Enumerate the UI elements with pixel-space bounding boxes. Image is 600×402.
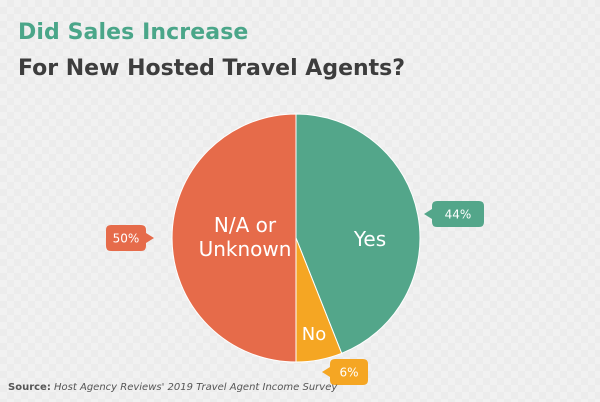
source-label: Source: <box>8 382 51 393</box>
source-text: Host Agency Reviews' 2019 Travel Agent I… <box>54 382 338 393</box>
callout-box-yes <box>424 201 484 227</box>
callout-n-a-or-unknown: 50% <box>106 225 154 251</box>
source-note: Source: Host Agency Reviews' 2019 Travel… <box>8 382 337 393</box>
value-label-no: 6% <box>339 366 358 380</box>
value-label-n-a-or-unknown: 50% <box>113 232 140 246</box>
chart-title: Did Sales Increase <box>18 20 249 45</box>
pie-slice-yes <box>295 113 421 354</box>
callout-box-no <box>322 359 368 385</box>
pie-slice-n-a-or-unknown <box>171 113 297 363</box>
slice-label-yes: Yes <box>353 227 386 251</box>
value-label-yes: 44% <box>445 208 472 222</box>
callout-box-n-a-or-unknown <box>106 225 154 251</box>
chart-subtitle: For New Hosted Travel Agents? <box>18 56 406 81</box>
callout-no: 6% <box>322 359 368 385</box>
callout-yes: 44% <box>424 201 484 227</box>
slice-label-n-a-or-unknown: N/A or Unknown <box>199 213 292 261</box>
slice-label-no: No <box>302 324 326 345</box>
